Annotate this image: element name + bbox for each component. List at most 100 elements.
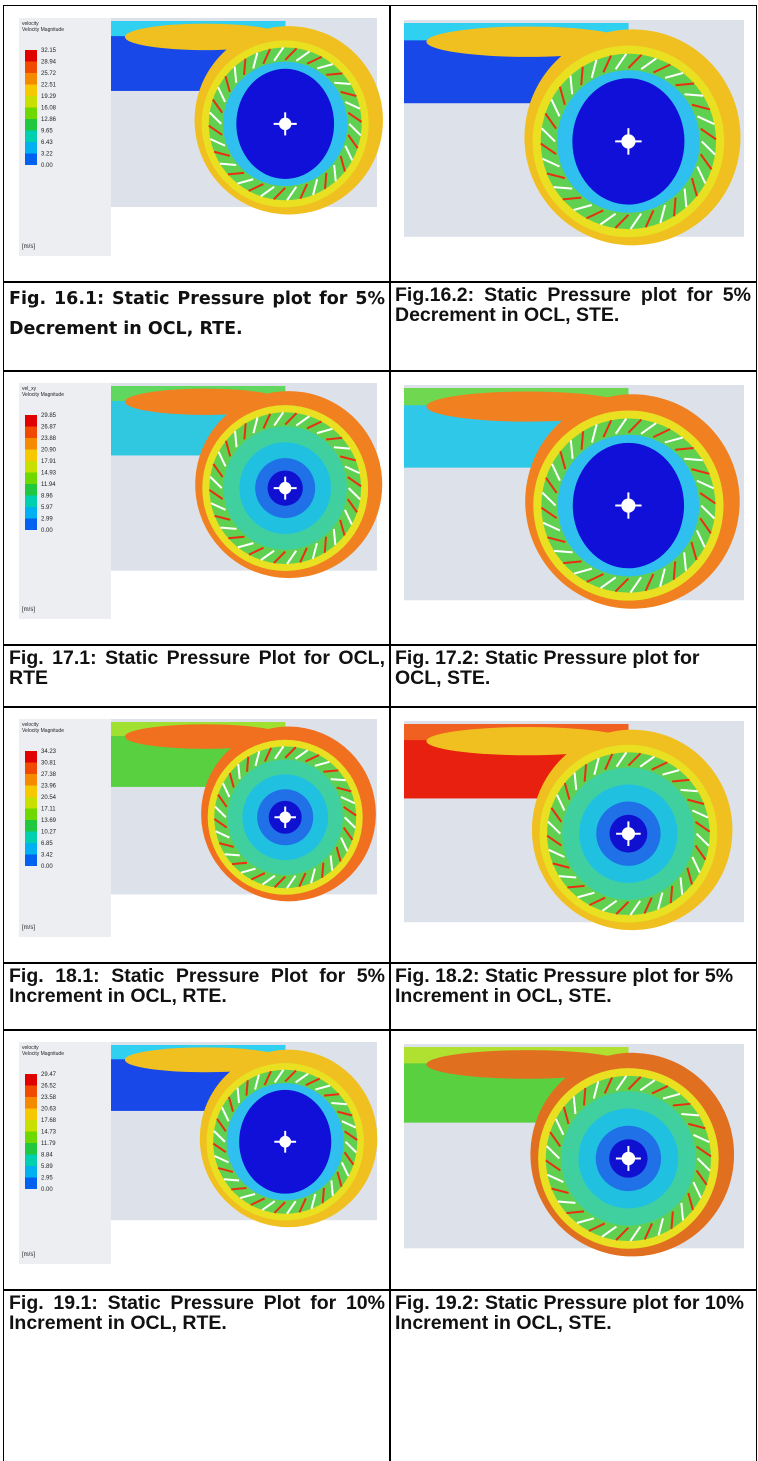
image-cell: velocityVelocity Magnitude32.1528.9425.7… [3,5,391,283]
colorbar-segment [25,786,37,798]
blade [334,83,350,84]
blade [244,59,245,75]
caption-cell: Fig. 17.2: Static Pressure plot for OCL,… [389,644,757,708]
contour-plot [390,6,757,283]
legend-value: 0.00 [41,864,53,870]
blade [331,779,346,780]
blade [220,528,236,529]
colorbar-segment [25,1120,37,1132]
blade [246,1080,247,1095]
legend-value: 28.94 [41,60,57,66]
colorbar-segment [25,473,37,485]
colorbar-segment [25,1143,37,1155]
legend-value: 11.94 [41,482,56,488]
colorbar-segment [25,1166,37,1178]
colorbar-segment [25,763,37,775]
image-cell: vel_xyVelocity Magnitude29.8526.8723.882… [3,370,391,646]
page: velocityVelocity Magnitude32.1528.9425.7… [0,0,758,1461]
legend-value: 2.99 [41,517,53,523]
colorbar-segment [25,484,37,496]
caption: Fig. 17.2: Static Pressure plot for OCL,… [390,645,756,688]
blade [325,173,326,189]
colorbar-segment [25,832,37,844]
blade [238,764,239,779]
colorbar-segment [25,73,37,85]
legend-value: 17.91 [41,459,57,465]
contour-plot [390,707,757,964]
legend-value: 11.79 [41,1141,56,1147]
legend-value: 2.95 [41,1176,53,1182]
blade [671,886,672,903]
caption-cell: Fig. 19.2: Static Pressure plot for 10% … [389,1289,757,1461]
contour-plot: velocityVelocity Magnitude34.2330.8127.3… [4,707,391,964]
contour-plot [390,1030,757,1291]
blade [558,1201,576,1202]
legend-value: 29.47 [41,1072,57,1078]
blade [585,764,586,781]
blade [322,863,323,878]
caption-cell: Fig. 17.1: Static Pressure Plot for OCL,… [3,644,391,708]
caption-cell: Fig. 18.2: Static Pressure plot for 5% I… [389,962,757,1031]
blade [232,863,247,864]
legend-value: 13.69 [41,818,57,824]
legend-value: 32.15 [41,48,57,54]
colorbar-segment [25,1178,37,1190]
legend-value: 14.73 [41,1130,57,1136]
caption: Fig. 19.2: Static Pressure plot for 10% … [390,1290,756,1333]
colorbar-segment [25,1132,37,1144]
caption-cell: Fig. 19.1: Static Pressure Plot for 10% … [3,1289,391,1461]
image-cell [389,706,757,964]
legend-value: 6.43 [41,140,53,146]
colorbar-segment [25,751,37,763]
legend-value: 3.42 [41,853,53,859]
image-cell [389,1029,757,1291]
legend-subtitle: Velocity Magnitude [22,27,64,33]
legend-value: 0.00 [41,163,53,169]
colorbar-segment [25,855,37,867]
caption: Fig. 19.1: Static Pressure Plot for 10% … [4,1290,390,1333]
caption-cell: Fig. 16.1: Static Pressure plot for 5% D… [3,281,391,372]
legend-value: 17.11 [41,807,56,813]
image-cell: velocityVelocity Magnitude34.2330.8127.3… [3,706,391,964]
colorbar-segment [25,797,37,809]
colorbar-segment [25,507,37,519]
legend-value: 34.23 [41,749,57,755]
blade [323,770,338,771]
legend-value: 30.81 [41,761,57,767]
legend-unit: [m/s] [22,1252,35,1258]
blade [244,423,245,439]
colorbar-segment [25,415,37,427]
legend-value: 29.85 [41,413,57,419]
legend-subtitle: Velocity Magnitude [22,392,64,398]
caption: Fig. 18.1: Static Pressure Plot for 5% I… [4,963,390,1006]
contour-plot: velocityVelocity Magnitude29.4726.5223.5… [4,1030,391,1291]
blade [331,855,332,870]
colorbar-segment [25,154,37,166]
colorbar-segment [25,496,37,508]
contour-plot [390,371,757,646]
colorbar-segment [25,820,37,832]
legend-unit: [m/s] [22,244,35,250]
colorbar-segment [25,131,37,143]
legend-value: 23.58 [41,1095,57,1101]
blade [334,447,350,448]
colorbar-segment [25,108,37,120]
colorbar-segment [25,450,37,462]
legend-unit: [m/s] [22,607,35,613]
blade [220,164,236,165]
colorbar-segment [25,1074,37,1086]
caption-cell: Fig.16.2: Static Pressure plot for 5% De… [389,281,757,372]
colorbar-segment [25,50,37,62]
blade [331,1103,346,1104]
colorbar-segment [25,62,37,74]
blade [584,1088,585,1106]
legend-value: 9.65 [41,129,53,135]
image-cell [389,5,757,283]
legend-value: 5.89 [41,1164,53,1170]
caption: Fig.16.2: Static Pressure plot for 5% De… [390,282,756,325]
legend-value: 26.87 [41,425,57,431]
legend-value: 25.72 [41,71,57,77]
legend-value: 5.97 [41,505,53,511]
caption-cell: Fig. 18.1: Static Pressure Plot for 5% I… [3,962,391,1031]
